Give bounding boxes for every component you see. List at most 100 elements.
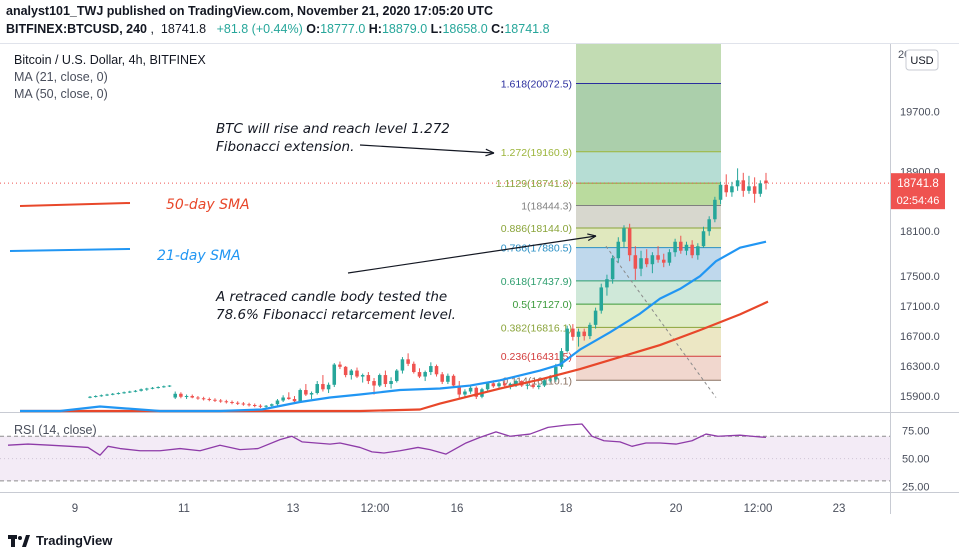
candle-body bbox=[571, 328, 575, 337]
price-pane bbox=[0, 44, 890, 411]
symbol-ohlc-line: BITFINEX:BTCUSD, 240 , 18741.8 +81.8 (+0… bbox=[6, 22, 550, 36]
candle bbox=[423, 370, 427, 382]
candle-body bbox=[332, 364, 337, 385]
candle bbox=[429, 362, 433, 376]
candle bbox=[196, 396, 200, 400]
candle bbox=[713, 196, 717, 223]
candle bbox=[281, 395, 285, 403]
candle bbox=[315, 381, 319, 395]
fib-level-label: 0.236(16431.5) bbox=[501, 351, 572, 363]
sma21-label: 21-day SMA bbox=[157, 248, 241, 264]
candle-body bbox=[128, 391, 132, 393]
last-price-tag-value: 18741.8 bbox=[897, 178, 939, 190]
candle bbox=[451, 374, 456, 388]
candle-body bbox=[167, 385, 172, 387]
ma50-legend[interactable]: MA (50, close, 0) bbox=[14, 87, 108, 101]
candle-body bbox=[764, 180, 768, 184]
candle-body bbox=[639, 258, 643, 269]
candle bbox=[764, 172, 768, 190]
fib-zone-band bbox=[576, 304, 721, 328]
candle-body bbox=[241, 403, 246, 405]
candle-body bbox=[315, 384, 319, 394]
candle-body bbox=[644, 258, 649, 265]
candle bbox=[252, 403, 257, 408]
candle-body bbox=[514, 381, 518, 385]
rsi-legend[interactable]: RSI (14, close) bbox=[14, 423, 97, 437]
candle-body bbox=[525, 384, 530, 386]
candle-body bbox=[605, 279, 609, 288]
price-tick-label: 16300.0 bbox=[900, 361, 940, 373]
annotation-retrace-line-2: 78.6% Fibonacci retarcement level. bbox=[216, 307, 456, 323]
candle bbox=[542, 378, 547, 388]
candle bbox=[599, 283, 604, 314]
fib-level-label: 0.886(18144.0) bbox=[501, 223, 572, 235]
candle-body bbox=[366, 375, 371, 382]
candle bbox=[417, 368, 422, 379]
candle-body bbox=[701, 231, 706, 247]
tradingview-logo-icon bbox=[8, 534, 30, 547]
candle bbox=[218, 399, 223, 403]
annotation-retrace: A retraced candle body tested the 78.6% … bbox=[216, 288, 456, 324]
candle-body bbox=[88, 396, 92, 398]
time-tick-label: 20 bbox=[670, 503, 683, 515]
candle bbox=[622, 225, 626, 248]
tradingview-wordmark: TradingView bbox=[36, 533, 113, 548]
time-tick-label: 18 bbox=[560, 503, 573, 515]
open-value: 18777.0 bbox=[320, 22, 366, 36]
ma50-line bbox=[20, 300, 769, 413]
fib-level-label: 0.5(17127.0) bbox=[512, 299, 572, 311]
candle-body bbox=[718, 184, 723, 200]
candle bbox=[576, 328, 581, 347]
candle-body bbox=[684, 244, 689, 251]
time-tick-label: 9 bbox=[72, 503, 78, 515]
time-tick-label: 11 bbox=[178, 503, 190, 515]
candle bbox=[684, 241, 689, 256]
candle bbox=[440, 372, 444, 385]
candle bbox=[610, 255, 615, 284]
fib-level-label: 0.786(17880.5) bbox=[501, 243, 572, 255]
ma21-line bbox=[20, 240, 767, 413]
candle-body bbox=[650, 255, 655, 265]
price-tick-label: 19700.0 bbox=[900, 106, 940, 118]
candle-body bbox=[627, 228, 632, 256]
candle bbox=[673, 238, 677, 257]
candle-body bbox=[139, 389, 143, 391]
currency-badge bbox=[905, 49, 939, 71]
candle bbox=[304, 384, 308, 397]
candle-body bbox=[622, 228, 626, 242]
candle bbox=[326, 382, 331, 394]
fib-zone-band bbox=[576, 227, 721, 248]
candle-body bbox=[360, 375, 365, 377]
candle-body bbox=[207, 399, 212, 401]
candle bbox=[605, 274, 609, 296]
tradingview-footer[interactable]: TradingView bbox=[8, 533, 112, 548]
candle bbox=[116, 392, 121, 395]
candle bbox=[644, 249, 649, 268]
candle-body bbox=[196, 397, 200, 399]
fib-zone-band bbox=[576, 183, 721, 206]
close-label: C: bbox=[491, 22, 505, 36]
symbol-legend: Bitcoin / U.S. Dollar, 4h, BITFINEX bbox=[14, 53, 206, 67]
candle bbox=[190, 394, 195, 399]
candle-body bbox=[468, 387, 473, 392]
candle-body bbox=[230, 402, 234, 404]
candle bbox=[758, 180, 763, 197]
ma21-legend[interactable]: MA (21, close, 0) bbox=[14, 70, 108, 84]
candle-body bbox=[502, 383, 507, 386]
candle bbox=[150, 387, 155, 390]
candle-body bbox=[673, 241, 677, 253]
rsi-tick-label: 50.00 bbox=[902, 454, 930, 466]
candle-body bbox=[298, 390, 302, 402]
arrow-to-1272 bbox=[359, 144, 495, 154]
candle-body bbox=[735, 180, 740, 187]
candle-body bbox=[537, 385, 541, 388]
candle bbox=[394, 369, 399, 383]
sma50-legend-line bbox=[19, 202, 131, 207]
candle-body bbox=[724, 184, 728, 193]
candle-body bbox=[741, 180, 746, 191]
candle bbox=[690, 240, 694, 259]
candle-body bbox=[599, 287, 604, 311]
currency-label: USD bbox=[910, 55, 933, 67]
